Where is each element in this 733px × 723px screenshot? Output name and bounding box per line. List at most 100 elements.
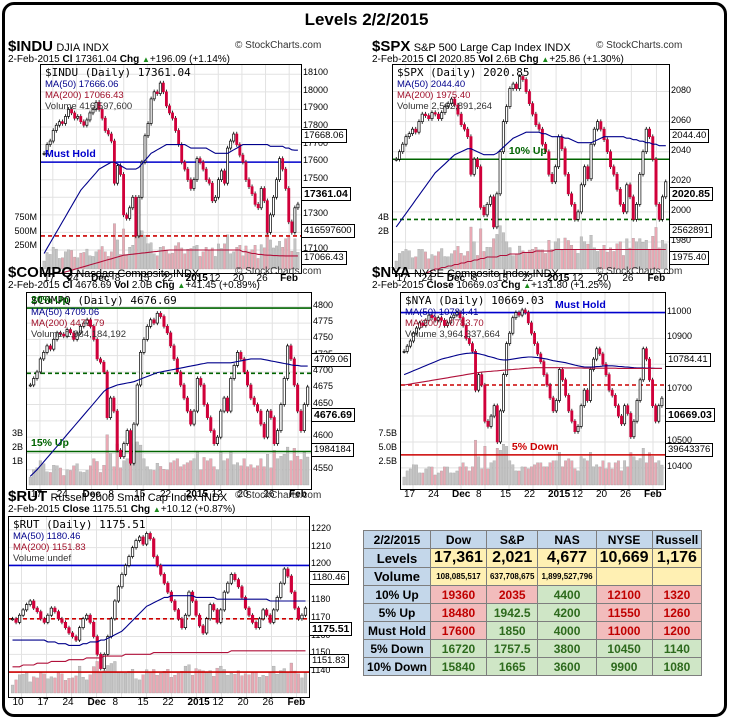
candle-body xyxy=(303,607,308,616)
legend-ma200: MA(200) 4471.79 xyxy=(31,318,105,329)
candle-body xyxy=(189,410,193,425)
candle-body xyxy=(42,352,46,360)
candle-body xyxy=(132,423,136,464)
candle-body xyxy=(286,568,290,577)
table-cell: 1200 xyxy=(651,621,703,640)
levels-table: 2/2/2015 Dow S&P NAS NYSE Russell Levels… xyxy=(362,530,703,676)
volume-bar xyxy=(99,672,103,694)
volume-bar xyxy=(146,243,150,270)
volume-bar xyxy=(109,663,113,694)
value-badge: 39643376 xyxy=(665,442,714,457)
volume-bar xyxy=(168,253,171,270)
x-tick-label: Feb xyxy=(647,273,666,284)
y-tick-label: 1220 xyxy=(311,522,332,533)
candle-body xyxy=(524,79,528,92)
volume-bar xyxy=(284,238,288,270)
candle-body xyxy=(42,618,46,623)
candle-body xyxy=(306,386,310,405)
volume-bar xyxy=(249,464,253,486)
table-cell: 3600 xyxy=(537,657,597,676)
price-chart: $COMPQ (Daily) 4676.69 MA(50) 4709.06 MA(2… xyxy=(26,292,312,490)
x-tick-label: Feb xyxy=(287,697,306,708)
volume-bar xyxy=(253,244,257,270)
table-row: 10% Up 19360 2035 4400 12100 1320 xyxy=(362,585,703,604)
x-tick-label: 22 xyxy=(160,489,172,500)
candle-body xyxy=(601,353,605,365)
candle-body xyxy=(149,319,153,327)
candle-body xyxy=(281,158,285,170)
volume-label: Vol xyxy=(114,280,130,291)
volume-bar xyxy=(149,242,153,270)
volume-bar xyxy=(405,470,409,486)
candle-body xyxy=(261,609,265,620)
candle-body xyxy=(88,319,93,327)
candle-body xyxy=(70,632,75,637)
volume-bar xyxy=(205,672,209,694)
value-badge: 10669.03 xyxy=(665,407,715,422)
candle-body xyxy=(242,358,246,373)
volume-bar xyxy=(183,253,187,270)
candle-body xyxy=(467,338,471,344)
candle-body xyxy=(501,121,505,153)
candle-body xyxy=(109,397,113,418)
candle-body xyxy=(52,339,56,350)
volume-bar xyxy=(236,670,240,694)
volume-bar xyxy=(300,677,304,694)
volume-bar xyxy=(105,434,109,486)
candle-body xyxy=(159,565,163,575)
candle-body xyxy=(527,91,531,104)
x-tick-label: 15 xyxy=(138,273,150,284)
volume-bar xyxy=(204,246,208,270)
candle-body xyxy=(262,188,266,202)
volume-bar xyxy=(539,462,543,486)
volume-bar xyxy=(558,452,561,486)
volume-bar xyxy=(618,241,622,270)
candle-body xyxy=(91,109,95,114)
volume-bar xyxy=(518,245,522,270)
volume-bar xyxy=(589,452,592,486)
candle-body xyxy=(79,116,83,123)
legend-series: $INDU (Daily) 17361.04 xyxy=(45,66,191,79)
candle-body xyxy=(300,614,304,620)
candle-body xyxy=(415,327,418,334)
candle-body xyxy=(651,136,655,160)
volume-bar xyxy=(70,250,73,270)
y-tick-label: 1980 xyxy=(671,234,692,245)
candle-body xyxy=(98,358,103,363)
volume-bar xyxy=(250,249,254,270)
candle-body xyxy=(113,600,117,620)
candle-body xyxy=(453,98,457,106)
value-badge: 2562891 xyxy=(669,224,712,239)
volume-bar xyxy=(183,665,188,694)
y-left-tick-label: 500M xyxy=(14,226,37,236)
candle-body xyxy=(241,154,245,163)
y-left-tick-label: 5.0B xyxy=(378,442,397,452)
volume-bar xyxy=(585,460,589,486)
volume-bar xyxy=(272,665,276,694)
candle-body xyxy=(414,128,418,133)
volume-bar xyxy=(194,668,198,694)
candle-body xyxy=(613,395,617,407)
volume-bar xyxy=(453,250,457,270)
volume-bar xyxy=(296,673,300,694)
ma50-line xyxy=(43,144,298,254)
x-tick-label: 12 xyxy=(572,489,584,500)
candle-body xyxy=(533,332,536,344)
volume-bar xyxy=(32,469,36,486)
candle-body xyxy=(205,404,209,418)
candle-body xyxy=(60,618,64,623)
close-value: 2020.85 xyxy=(439,54,476,65)
volume-bar xyxy=(244,245,248,270)
candle-body xyxy=(155,556,159,566)
volume-bar xyxy=(289,662,293,694)
level-label: Must Hold xyxy=(555,298,606,311)
table-row: 10% Down 15840 1665 3600 9900 1080 xyxy=(362,657,703,676)
table-cell: 10,669 xyxy=(595,548,653,568)
price-chart: $SPX (Daily) 2020.85 MA(50) 2044.40 MA(200… xyxy=(392,64,670,274)
close-label: Cl xyxy=(62,280,73,291)
volume-bar xyxy=(464,466,468,486)
table-cell: 19360 xyxy=(430,585,487,604)
x-tick-label: 12 xyxy=(572,273,584,284)
volume-bar xyxy=(418,472,422,486)
col-dow: Dow xyxy=(430,530,487,549)
